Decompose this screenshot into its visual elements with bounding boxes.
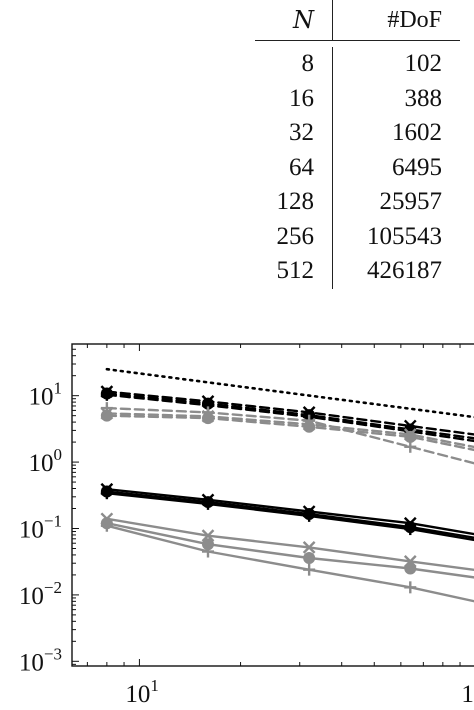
- dof-table: N #DoF 8 102 16 388 32 1602 64 6495 128 25957…: [255, 0, 460, 289]
- table-row: 64 6495: [255, 150, 460, 185]
- circle-marker: [404, 430, 417, 443]
- plus-marker: [404, 581, 417, 594]
- circle-marker: [404, 562, 417, 575]
- circle-marker: [303, 420, 316, 433]
- y-tick-label: 10−2: [19, 578, 62, 610]
- header-n: N: [255, 0, 333, 40]
- table-header: N #DoF: [255, 0, 460, 41]
- cell-n: 256: [255, 219, 333, 254]
- cell-dof: 6495: [392, 153, 442, 181]
- series-line: [105, 491, 474, 542]
- cell-dof: 426187: [367, 257, 442, 284]
- cell-dof: 25957: [379, 188, 443, 215]
- cell-n: 128: [255, 185, 333, 220]
- convergence-chart: 101 100 10−1 10−2 10−3 101 102: [19, 343, 474, 708]
- x-marker: [302, 418, 316, 431]
- circle-marker: [201, 412, 214, 425]
- table-body: 8 102 16 388 32 1602 64 6495 128 25957 256 105…: [255, 41, 460, 289]
- cell-n: 32: [255, 116, 333, 151]
- minor-ticks: [72, 343, 461, 666]
- x-marker: [100, 407, 114, 420]
- y-tick-label: 101: [29, 379, 63, 411]
- y-tick-label: 10−1: [19, 511, 62, 543]
- y-tick-label: 100: [29, 445, 63, 477]
- table-row: 32 1602: [255, 116, 460, 151]
- cell-n: 16: [255, 81, 333, 116]
- series-line: [105, 367, 474, 419]
- x-marker: [403, 428, 417, 441]
- circle-marker: [201, 538, 214, 551]
- cell-n: 8: [255, 47, 333, 82]
- x-tick-label: 101: [125, 676, 158, 708]
- plus-marker: [303, 509, 316, 522]
- plus-marker: [100, 388, 113, 401]
- x-marker: [302, 541, 316, 554]
- table-row: 16 388: [255, 81, 460, 116]
- circle-marker: [303, 551, 316, 564]
- table-row: 512 426187: [255, 254, 460, 289]
- plot-area: [100, 367, 474, 603]
- plus-marker: [100, 487, 113, 500]
- cell-dof: 105543: [367, 222, 442, 250]
- plus-marker: [201, 497, 214, 510]
- plus-marker: [201, 545, 214, 558]
- tick-labels: 101 100 10−1 10−2 10−3 101 102: [19, 379, 474, 708]
- x-marker: [201, 409, 215, 423]
- axes-frame: [71, 343, 474, 667]
- cell-dof: 1602: [392, 119, 442, 146]
- y-tick-label: 10−3: [19, 644, 62, 676]
- plus-marker: [404, 523, 417, 536]
- circle-marker: [100, 409, 113, 422]
- table-row: 8 102: [255, 47, 460, 82]
- plus-marker: [100, 519, 113, 532]
- x-marker: [201, 529, 215, 543]
- plus-marker: [303, 563, 316, 576]
- cell-dof: 388: [404, 84, 443, 112]
- series-line: [105, 524, 474, 603]
- header-dof: #DoF: [387, 7, 442, 33]
- table-row: 128 25957: [255, 185, 460, 220]
- cell-n: 512: [255, 254, 333, 289]
- series-line: [105, 521, 474, 579]
- x-tick-label: 102: [461, 676, 474, 708]
- cell-n: 64: [255, 150, 333, 185]
- table-row: 256 105543: [255, 219, 460, 254]
- cell-dof: 102: [404, 50, 443, 77]
